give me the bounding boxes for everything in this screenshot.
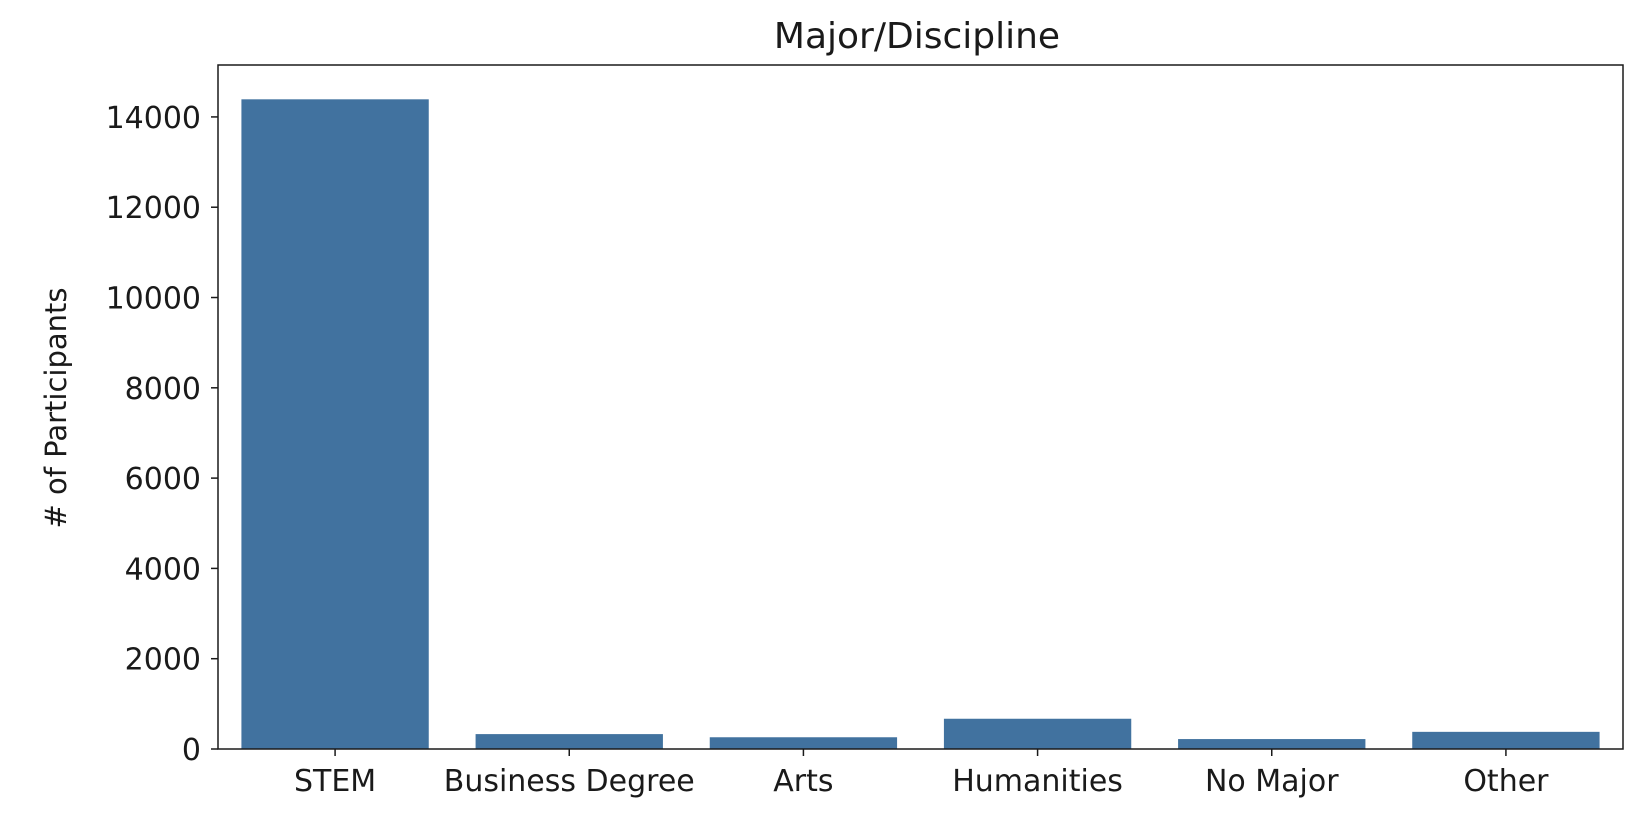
y-tick-label: 14000 bbox=[106, 101, 201, 136]
bar-arts bbox=[709, 737, 898, 749]
bar-no-major bbox=[1178, 739, 1366, 749]
axes-layer: STEM Business Degree Arts Humanities No Majo… bbox=[106, 64, 1624, 799]
y-tick-label: 6000 bbox=[125, 462, 201, 497]
bar-other bbox=[1412, 731, 1600, 749]
x-tick-label: No Major bbox=[1205, 764, 1339, 799]
chart-title: Major/Discipline bbox=[774, 16, 1060, 57]
x-tick-label: Humanities bbox=[952, 764, 1123, 799]
y-tick-label: 4000 bbox=[125, 552, 201, 587]
bars-layer bbox=[241, 99, 1600, 750]
bar-business-degree bbox=[475, 734, 663, 749]
bar-stem bbox=[241, 99, 429, 750]
y-tick-label: 2000 bbox=[125, 643, 201, 678]
bar-humanities bbox=[943, 718, 1132, 749]
x-tick-label: Business Degree bbox=[444, 764, 695, 799]
y-tick-label: 8000 bbox=[125, 372, 201, 407]
x-tick-label: Other bbox=[1463, 764, 1549, 799]
x-tick-label: STEM bbox=[294, 764, 376, 799]
y-tick-label: 12000 bbox=[106, 191, 201, 226]
x-tick-label: Arts bbox=[773, 764, 833, 799]
y-tick-label: 10000 bbox=[106, 282, 201, 317]
y-tick-label: 0 bbox=[182, 733, 201, 768]
y-axis-title: # of Participants bbox=[39, 287, 73, 528]
plot-frame bbox=[217, 64, 1624, 750]
